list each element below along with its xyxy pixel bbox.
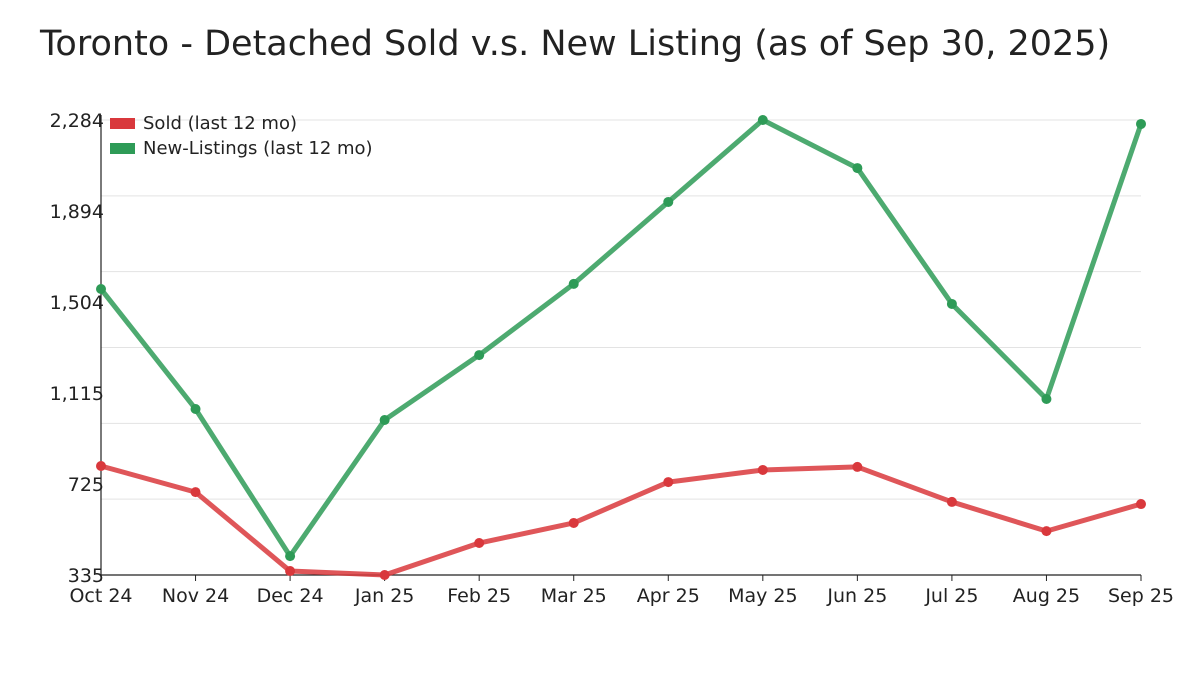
x-tick-label: Jan 25 [354, 585, 415, 607]
data-point [190, 404, 201, 415]
x-tick-label: Nov 24 [162, 585, 229, 607]
x-tick-label: Mar 25 [541, 585, 607, 607]
data-point [285, 551, 296, 562]
chart-title: Toronto - Detached Sold v.s. New Listing… [40, 24, 1111, 64]
data-point [757, 115, 768, 125]
legend-label: Sold (last 12 mo) [143, 113, 297, 134]
y-tick-label: 1,894 [50, 201, 104, 223]
y-tick-label: 725 [68, 474, 104, 496]
x-tick-label: Dec 24 [257, 585, 324, 607]
data-point [1136, 499, 1146, 510]
data-point [663, 196, 674, 207]
data-point [1041, 526, 1052, 537]
x-tick-label: Feb 25 [447, 585, 511, 607]
data-point [663, 477, 674, 488]
data-point [568, 517, 579, 528]
data-point [474, 538, 485, 549]
y-tick-label: 1,504 [50, 292, 104, 314]
series-line [99, 117, 1144, 559]
data-point [946, 496, 957, 507]
x-tick-label: Jun 25 [826, 585, 887, 607]
data-point [946, 298, 957, 309]
data-point [96, 460, 106, 471]
y-tick-label: 1,115 [50, 383, 104, 405]
x-tick-label: Apr 25 [637, 585, 700, 607]
data-point [285, 566, 296, 577]
data-point [1136, 118, 1146, 129]
data-point [852, 461, 863, 472]
x-tick-label: May 25 [728, 585, 798, 607]
data-point [568, 278, 579, 289]
data-point [190, 487, 201, 498]
x-tick-label: Oct 24 [69, 585, 132, 607]
data-point [379, 570, 390, 580]
data-point [852, 163, 863, 174]
data-point [96, 284, 106, 295]
x-tick-label: Aug 25 [1013, 585, 1080, 607]
legend-swatch [110, 143, 135, 154]
data-point [757, 464, 768, 475]
legend-label: New-Listings (last 12 mo) [143, 138, 373, 159]
data-point [474, 350, 485, 361]
legend-swatch [110, 118, 135, 129]
series-line [100, 463, 1142, 578]
x-tick-label: Sep 25 [1108, 585, 1174, 607]
x-tick-label: Jul 25 [924, 585, 978, 607]
y-tick-label: 335 [68, 565, 104, 587]
data-point [379, 414, 390, 425]
y-tick-label: 2,284 [50, 110, 104, 132]
data-point [1041, 393, 1052, 404]
